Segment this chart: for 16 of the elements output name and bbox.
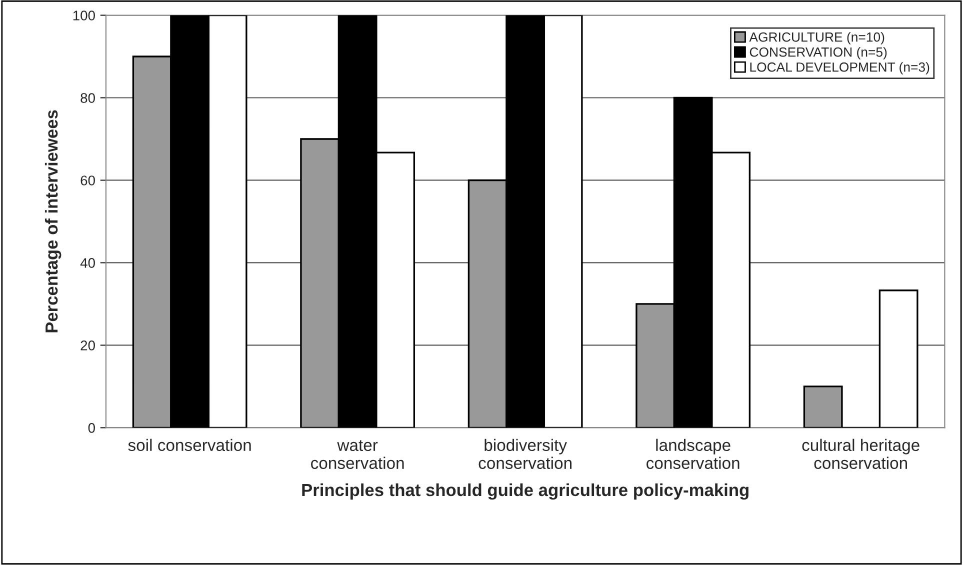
x-tick-label: soil conservation [128,438,251,452]
x-tick-label: cultural heritage conservation [802,438,920,470]
legend-label: LOCAL DEVELOPMENT (n=3) [750,62,930,74]
legend-label: AGRICULTURE (n=10) [749,32,884,44]
y-tick-label: 100 [73,10,95,20]
legend-label: CONSERVATION (n=5) [750,47,887,60]
y-tick-label: 40 [80,258,95,268]
x-tick-label: water conservation [311,440,404,470]
y-tick-label: 80 [80,93,95,103]
x-tick-label: landscape conservation [646,438,740,470]
x-axis-title: Principles that should guide agriculture policy-making [302,483,748,500]
y-tick-label: 60 [80,176,95,186]
x-tick-label: biodiversity conservation [478,438,572,470]
y-tick-label: 20 [80,340,95,350]
y-tick-label: 0 [88,423,95,433]
y-axis-title: Percentage of interviewees [44,110,62,332]
